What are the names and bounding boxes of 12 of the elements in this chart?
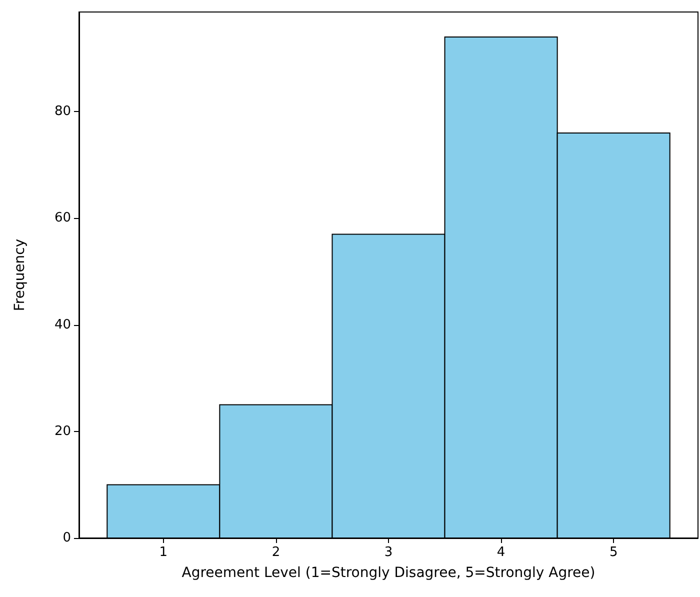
y-tick-label: 0 xyxy=(62,530,71,546)
x-tick-label: 5 xyxy=(609,545,618,560)
y-axis-title: Frequency xyxy=(12,238,28,312)
y-tick-label: 60 xyxy=(54,210,71,226)
y-tick-label: 80 xyxy=(54,104,71,120)
x-tick-label: 2 xyxy=(272,545,280,560)
x-tick-label: 4 xyxy=(496,545,506,560)
x-tick-label: 1 xyxy=(159,545,168,560)
y-tick-label: 20 xyxy=(54,424,71,439)
x-axis-title: Agreement Level (1=Strongly Disagree, 5=Strongly Agree) xyxy=(182,565,596,581)
x-tick-label: 3 xyxy=(384,545,393,560)
y-tick-label: 40 xyxy=(54,317,71,332)
